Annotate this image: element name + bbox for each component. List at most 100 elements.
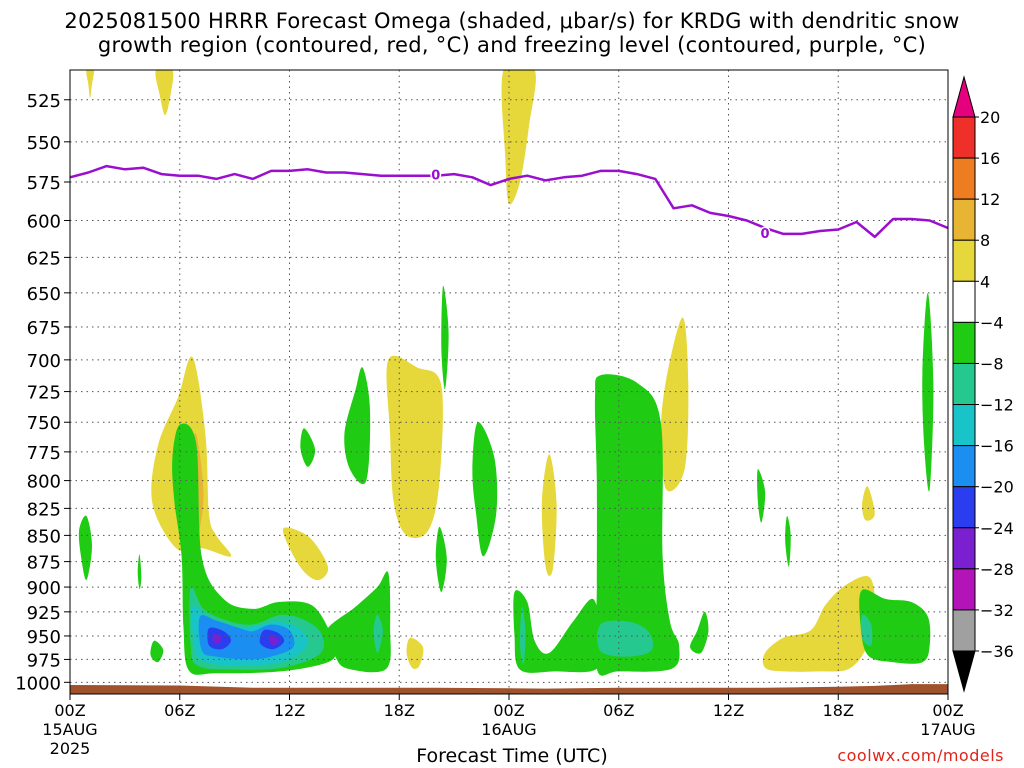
y-axis-ticks: 525 550 575 600 625 650 675 700 725 750 775 800 825 8…	[15, 91, 70, 694]
omega-region	[137, 554, 142, 590]
omega-region	[150, 640, 164, 663]
y-tick-label: 525	[27, 91, 61, 112]
omega-region	[785, 515, 791, 567]
y-tick-label: 675	[27, 318, 61, 339]
y-tick-label: 900	[27, 578, 61, 599]
colorbar-label: −24	[980, 519, 1014, 538]
colorbar-box	[952, 198, 976, 241]
omega-region	[300, 428, 316, 467]
freezing-level-label: 0	[761, 227, 770, 242]
colorbar-bottom-arrow	[952, 650, 976, 693]
colorbar-top-arrow	[952, 75, 976, 118]
x-tick-label: 12Z	[274, 701, 305, 720]
omega-region	[472, 422, 498, 557]
freezing-level-line	[69, 164, 949, 239]
omega-region	[78, 515, 92, 581]
colorbar-label: −12	[980, 396, 1014, 415]
y-tick-label: 850	[27, 526, 61, 547]
colorbar-box	[952, 321, 976, 364]
y-tick-label: 925	[27, 603, 61, 624]
y-tick-label: 625	[27, 248, 61, 269]
omega-region	[325, 571, 391, 673]
y-tick-label: 800	[27, 472, 61, 493]
x-tick-date: 17AUG	[920, 720, 975, 739]
omega-region	[441, 285, 449, 390]
x-tick-date: 15AUG	[42, 720, 97, 739]
colorbar-box	[952, 362, 976, 406]
x-tick-label: 00Z	[54, 701, 85, 720]
chart-title-line-2: growth region (contoured, red, °C) and f…	[97, 33, 927, 57]
omega-region	[155, 70, 174, 116]
colorbar-label: −32	[980, 601, 1014, 620]
x-tick-label: 18Z	[823, 701, 854, 720]
omega-region	[690, 611, 709, 654]
x-tick-label: 00Z	[932, 701, 963, 720]
y-tick-label: 750	[27, 413, 61, 434]
y-tick-label: 700	[27, 351, 61, 372]
omega-region	[435, 526, 447, 593]
omega-region	[373, 614, 383, 653]
omega-region	[386, 355, 443, 539]
omega-region	[86, 70, 95, 98]
omega-region	[282, 527, 329, 581]
colorbar-box	[952, 609, 976, 652]
colorbar-box	[952, 445, 976, 488]
colorbar-label: 8	[980, 231, 990, 250]
omega-region	[406, 637, 424, 669]
y-tick-label: 975	[27, 650, 61, 671]
x-tick-label: 06Z	[603, 701, 634, 720]
omega-region	[597, 620, 654, 657]
colorbar-box	[952, 568, 976, 611]
y-tick-label: 1000	[15, 673, 61, 694]
omega-region	[762, 575, 875, 672]
colorbar-label: 12	[980, 190, 1000, 209]
x-tick-label: 06Z	[164, 701, 195, 720]
omega-region	[594, 374, 680, 676]
y-tick-label: 600	[27, 211, 61, 232]
colorbar-box	[952, 404, 976, 447]
y-tick-label: 650	[27, 284, 61, 305]
y-tick-label: 575	[27, 173, 61, 194]
credit-text: coolwx.com/models	[837, 746, 1004, 765]
x-tick-label: 18Z	[384, 701, 415, 720]
omega-region	[859, 589, 931, 664]
y-tick-label: 950	[27, 627, 61, 648]
x-tick-label: 12Z	[713, 701, 744, 720]
colorbar-box	[952, 527, 976, 570]
y-tick-label: 775	[27, 443, 61, 464]
omega-region	[541, 454, 557, 576]
omega-region	[860, 614, 873, 646]
x-tick-year: 2025	[50, 739, 91, 758]
freezing-level-label: 0	[431, 169, 440, 184]
colorbar-label: −20	[980, 478, 1014, 497]
y-tick-label: 875	[27, 553, 61, 574]
x-tick-label: 00Z	[493, 701, 524, 720]
x-axis-label: Forecast Time (UTC)	[416, 745, 608, 767]
x-tick-date: 16AUG	[481, 720, 536, 739]
colorbar-label: −28	[980, 560, 1014, 579]
colorbar-label: 16	[980, 149, 1000, 168]
colorbar-label: −16	[980, 437, 1014, 456]
omega-region	[660, 317, 689, 492]
colorbar-box	[952, 280, 976, 323]
omega-region	[269, 635, 279, 646]
colorbar-label: −36	[980, 642, 1014, 661]
chart-title-line-1: 2025081500 HRRR Forecast Omega (shaded, …	[64, 9, 960, 33]
omega-region	[172, 423, 336, 675]
colorbar-box	[952, 157, 976, 200]
y-tick-label: 825	[27, 499, 61, 520]
omega-region	[922, 292, 934, 492]
omega-region	[513, 590, 602, 673]
grid-lines	[70, 70, 948, 694]
y-tick-label: 725	[27, 383, 61, 404]
colorbar-box	[952, 486, 976, 529]
colorbar-label: −8	[980, 354, 1004, 373]
colorbar-legend: 20 16 12 8 4 −4 −8 −12 −16 −20 −24 −28 −32 −36	[952, 75, 1014, 693]
omega-region	[344, 367, 371, 485]
omega-region	[501, 70, 536, 205]
colorbar-box	[952, 116, 976, 159]
colorbar-label: 4	[980, 272, 990, 291]
omega-region	[757, 469, 766, 523]
